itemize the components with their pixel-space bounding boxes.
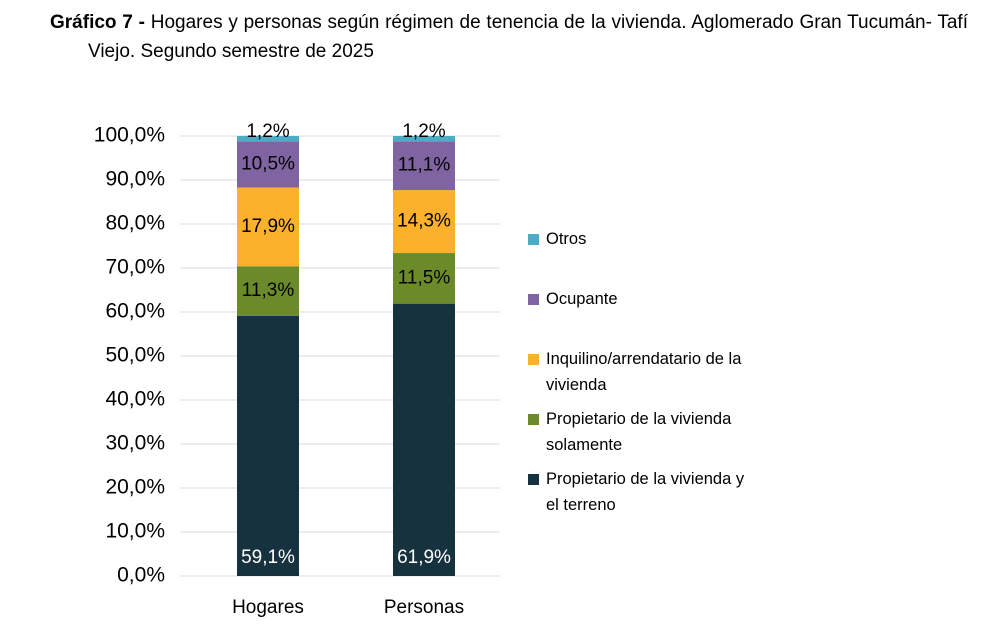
legend-label: Inquilino/arrendatario de la vivienda [546, 350, 742, 394]
bar-segment [393, 253, 455, 304]
legend-swatch [528, 414, 539, 425]
legend-label: Ocupante [546, 290, 618, 308]
y-tick-label: 60,0% [105, 300, 165, 323]
legend-swatch [528, 294, 539, 305]
title-text: Hogares y personas según régimen de tene… [88, 12, 968, 62]
data-label: 11,5% [398, 267, 451, 288]
bar-segment [237, 315, 299, 576]
legend-item: Inquilino/arrendatario de la vivienda [528, 346, 746, 398]
chart-title: Gráfico 7 - Hogares y personas según rég… [50, 8, 968, 66]
data-label: 14,3% [397, 211, 451, 232]
data-label: 17,9% [241, 216, 295, 237]
y-tick-label: 80,0% [105, 212, 165, 235]
data-label: 1,2% [246, 121, 289, 142]
y-tick-label: 40,0% [105, 388, 165, 411]
bar-segment [237, 141, 299, 188]
data-label: 11,1% [398, 155, 451, 176]
bar-segment [393, 141, 455, 191]
bar-segment [393, 303, 455, 576]
bar-segment [237, 187, 299, 267]
legend-swatch [528, 234, 539, 245]
y-tick-label: 70,0% [105, 256, 165, 279]
y-tick-label: 20,0% [105, 476, 165, 499]
bar-segment [393, 190, 455, 254]
bar-segment [237, 136, 299, 142]
bar-segment [393, 136, 455, 142]
x-tick-label: Personas [384, 597, 464, 618]
y-tick-label: 10,0% [105, 520, 165, 543]
y-tick-label: 50,0% [105, 344, 165, 367]
legend-item: Propietario de la vivienda solamente [528, 406, 746, 458]
legend-label: Propietario de la vivienda y el terreno [546, 470, 745, 514]
data-label: 59,1% [241, 547, 295, 568]
legend-label: Otros [546, 230, 587, 248]
bar-segment [237, 266, 299, 316]
data-label: 10,5% [241, 153, 295, 174]
legend-label: Propietario de la vivienda solamente [546, 410, 732, 454]
data-label: 1,2% [402, 121, 445, 142]
y-tick-label: 90,0% [105, 168, 165, 191]
figure-label: Gráfico 7 - [50, 12, 145, 33]
legend-item: Propietario de la vivienda y el terreno [528, 466, 746, 518]
legend-item: Ocupante [528, 286, 746, 312]
legend-swatch [528, 474, 539, 485]
x-tick-label: Hogares [232, 597, 304, 618]
y-tick-label: 0,0% [117, 564, 165, 587]
legend-swatch [528, 354, 539, 365]
legend-item: Otros [528, 226, 746, 252]
data-label: 61,9% [397, 547, 451, 568]
y-tick-label: 100,0% [94, 124, 165, 147]
y-tick-label: 30,0% [105, 432, 165, 455]
data-label: 11,3% [242, 280, 295, 301]
